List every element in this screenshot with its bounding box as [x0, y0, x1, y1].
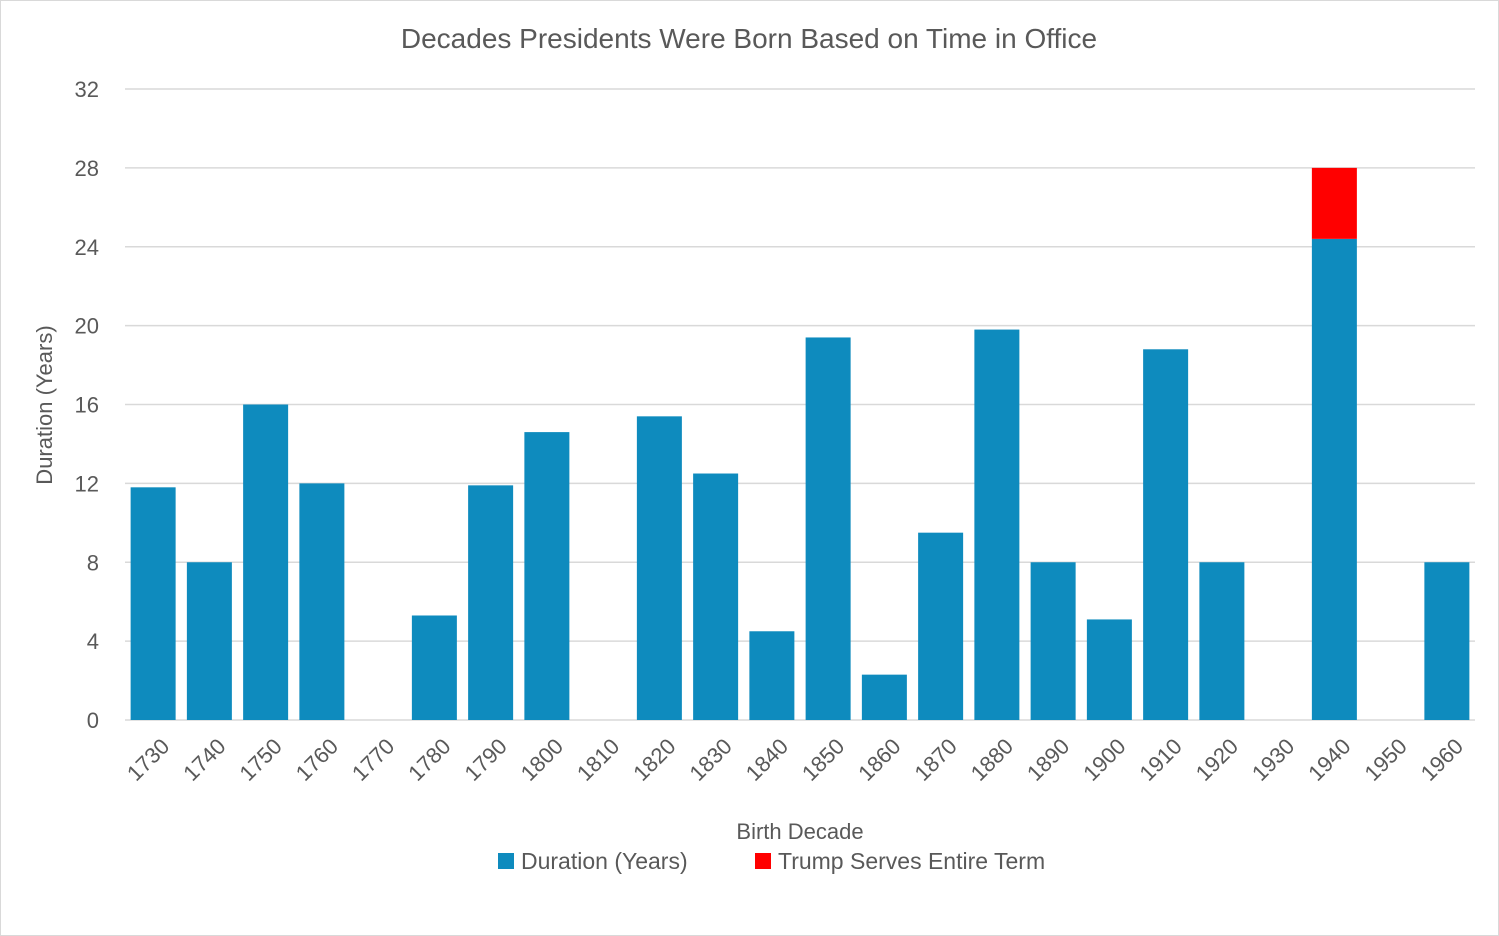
bar-duration-1900 [1086, 619, 1132, 720]
x-tick-label: 1790 [460, 734, 512, 786]
x-tick-label: 1920 [1191, 734, 1243, 786]
legend-item-duration: Duration (Years) [498, 848, 688, 874]
bar-duration-1890 [1030, 562, 1076, 720]
y-axis-ticks: 0 4 8 12 16 20 24 28 32 [75, 77, 99, 733]
bar-duration-1730 [130, 487, 176, 720]
bar-duration-1840 [749, 631, 795, 720]
bar-duration-1820 [636, 416, 682, 720]
x-tick-label: 1940 [1303, 734, 1355, 786]
bar-duration-1960 [1424, 562, 1470, 720]
legend: Duration (Years) Trump Serves Entire Ter… [498, 848, 1045, 874]
x-tick-label: 1910 [1135, 734, 1187, 786]
y-tick-label: 24 [75, 235, 99, 260]
x-tick-label: 1810 [572, 734, 624, 786]
bar-duration-1780 [411, 615, 457, 720]
bar-duration-1790 [468, 485, 514, 720]
bar-duration-1830 [693, 473, 739, 720]
y-tick-label: 32 [75, 77, 99, 102]
x-tick-label: 1890 [1022, 734, 1074, 786]
x-tick-label: 1870 [910, 734, 962, 786]
bar-duration-1880 [974, 329, 1020, 720]
bar-duration-1940 [1311, 238, 1357, 721]
x-tick-label: 1900 [1078, 734, 1130, 786]
x-tick-label: 1820 [628, 734, 680, 786]
legend-label-duration: Duration (Years) [521, 848, 688, 874]
chart-title: Decades Presidents Were Born Based on Ti… [401, 23, 1097, 54]
x-tick-label: 1780 [403, 734, 455, 786]
x-axis-ticks: 1730 1740 1750 1760 1770 1780 1790 1800 1810 1820… [122, 734, 1468, 786]
x-tick-label: 1750 [235, 734, 287, 786]
bar-duration-1910 [1143, 349, 1189, 720]
x-tick-label: 1800 [516, 734, 568, 786]
y-tick-label: 20 [75, 314, 99, 339]
x-tick-label: 1950 [1360, 734, 1412, 786]
bar-trump-term-1940 [1311, 167, 1357, 239]
x-tick-label: 1850 [797, 734, 849, 786]
y-tick-label: 12 [75, 471, 99, 496]
x-tick-label: 1960 [1416, 734, 1468, 786]
gridlines [125, 88, 1475, 721]
x-tick-label: 1730 [122, 734, 174, 786]
bar-duration-1850 [805, 337, 851, 720]
x-tick-label: 1860 [853, 734, 905, 786]
y-tick-label: 0 [87, 708, 99, 733]
x-axis-title: Birth Decade [736, 819, 863, 844]
bar-duration-1870 [918, 532, 964, 720]
bar-duration-1800 [524, 432, 570, 720]
x-tick-label: 1880 [966, 734, 1018, 786]
y-tick-label: 16 [75, 393, 99, 418]
legend-swatch-duration [498, 853, 514, 869]
y-tick-label: 28 [75, 156, 99, 181]
legend-label-trump: Trump Serves Entire Term [778, 848, 1045, 874]
x-tick-label: 1760 [291, 734, 343, 786]
bar-duration-1760 [299, 483, 345, 720]
y-tick-label: 8 [87, 550, 99, 575]
y-tick-label: 4 [87, 629, 99, 654]
bars [130, 167, 1470, 721]
y-axis-title: Duration (Years) [32, 325, 57, 484]
x-tick-label: 1830 [685, 734, 737, 786]
bar-duration-1750 [243, 404, 289, 720]
bar-duration-1860 [861, 674, 907, 720]
x-tick-label: 1840 [741, 734, 793, 786]
legend-item-trump: Trump Serves Entire Term [755, 848, 1045, 874]
x-tick-label: 1770 [347, 734, 399, 786]
x-tick-label: 1930 [1247, 734, 1299, 786]
legend-swatch-trump [755, 853, 771, 869]
bar-duration-1740 [186, 562, 232, 720]
bar-duration-1920 [1199, 562, 1245, 720]
x-tick-label: 1740 [178, 734, 230, 786]
